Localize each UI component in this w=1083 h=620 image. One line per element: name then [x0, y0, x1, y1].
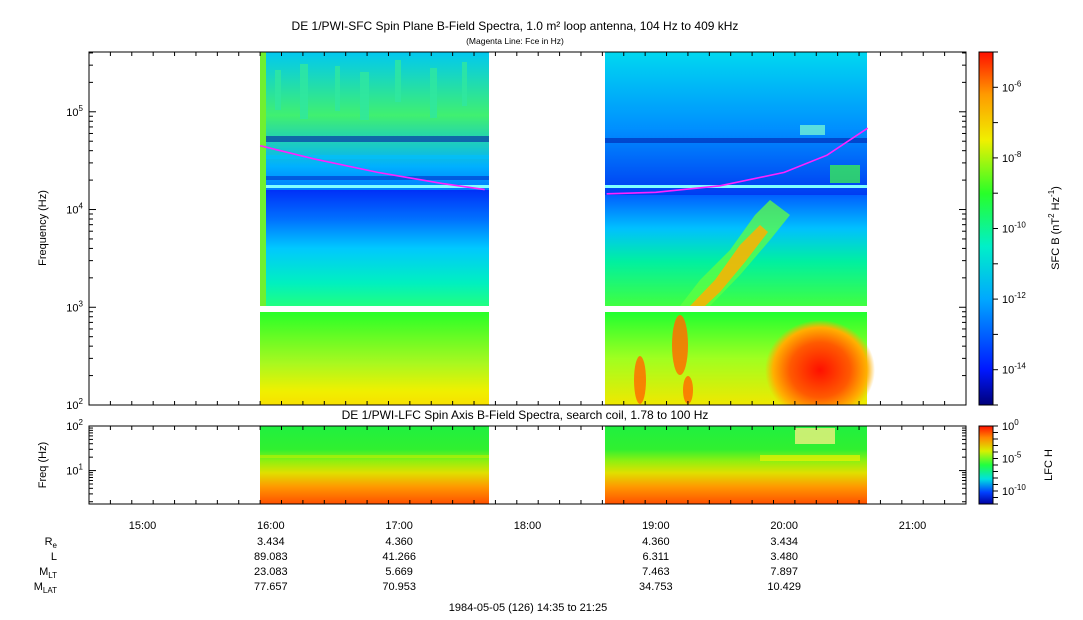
- time-tick-label: 15:00: [129, 520, 157, 532]
- sfc-colorbar-tick-label: 10-12: [1002, 291, 1026, 306]
- ephemeris-value: 70.953: [382, 581, 416, 593]
- lfc-plot-frame: [88, 425, 967, 505]
- lfc-panel-title: DE 1/PWI-LFC Spin Axis B-Field Spectra, …: [342, 408, 709, 422]
- lfc-colorbar-tick-label: 10-10: [1002, 483, 1026, 498]
- sfc-spectrogram-interval-1: [260, 52, 489, 405]
- lfc-spectrogram-interval-2: [605, 426, 867, 504]
- ephemeris-value: 10.429: [767, 581, 801, 593]
- ephemeris-row-label: L: [51, 551, 57, 563]
- sfc-y-tick-label: 103: [66, 299, 83, 314]
- time-tick-label: 16:00: [257, 520, 285, 532]
- ephemeris-value: 23.083: [254, 566, 288, 578]
- fce-line: [259, 127, 869, 195]
- sfc-panel: [259, 52, 875, 405]
- sfc-y-tick-label: 102: [66, 397, 83, 412]
- sfc-colorbar-tick-label: 10-14: [1002, 362, 1026, 377]
- sfc-spectrogram-interval-2: [605, 52, 875, 405]
- ephemeris-value: 3.480: [770, 551, 798, 563]
- lfc-panel: [260, 426, 867, 504]
- sfc-colorbar-tick-label: 10-8: [1002, 150, 1022, 165]
- lfc-colorbar: [978, 425, 994, 505]
- lfc-y-axis-label: Freq (Hz): [37, 442, 49, 488]
- ephemeris-value: 3.434: [257, 536, 285, 548]
- ephemeris-value: 5.669: [385, 566, 413, 578]
- sfc-y-tick-label: 105: [66, 104, 83, 119]
- ephemeris-table: Re 3.434 4.360 4.360 3.434 L 89.083 41.266 6.311…: [34, 536, 801, 595]
- lfc-y-tick-label: 101: [66, 463, 83, 478]
- lfc-colorbar-axis: 100 10-5 10-10: [993, 418, 1026, 505]
- sfc-colorbar: [978, 51, 994, 406]
- lfc-spectrogram-interval-1: [260, 426, 489, 504]
- ephemeris-value: 34.753: [639, 581, 673, 593]
- chart-subtitle: (Magenta Line: Fce in Hz): [466, 36, 564, 46]
- lfc-y-tick-label: 102: [66, 418, 83, 433]
- sfc-colorbar-tick-label: 10-6: [1002, 79, 1022, 94]
- sfc-y-axis-label: Frequency (Hz): [37, 190, 49, 266]
- ephemeris-value: 6.311: [642, 551, 669, 563]
- ephemeris-row-label: MLAT: [34, 581, 57, 595]
- ephemeris-value: 4.360: [642, 536, 670, 548]
- lfc-colorbar-label: LFC H: [1043, 449, 1055, 481]
- time-tick-label: 18:00: [514, 520, 542, 532]
- ephemeris-value: 7.897: [770, 566, 798, 578]
- time-tick-label: 21:00: [899, 520, 927, 532]
- ephemeris-value: 89.083: [254, 551, 288, 563]
- chart-title: DE 1/PWI-SFC Spin Plane B-Field Spectra,…: [292, 19, 739, 33]
- ephemeris-value: 77.657: [254, 581, 288, 593]
- sfc-plot-frame: [88, 51, 967, 406]
- time-tick-label: 17:00: [385, 520, 413, 532]
- sfc-y-tick-label: 104: [66, 202, 83, 217]
- ephemeris-value: 3.434: [770, 536, 798, 548]
- sfc-y-axis: 102 103 104 105: [66, 52, 966, 412]
- ephemeris-value: 4.360: [385, 536, 413, 548]
- time-tick-label: 20:00: [770, 520, 798, 532]
- time-tick-label: 19:00: [642, 520, 670, 532]
- sfc-colorbar-label: SFC B (nT2 Hz-1): [1047, 186, 1062, 270]
- ephemeris-value: 41.266: [382, 551, 416, 563]
- time-axis: 15:00 16:00 17:00 18:00 19:00 20:00 21:00: [88, 52, 967, 532]
- ephemeris-row-label: MLT: [39, 566, 57, 580]
- lfc-y-axis: 101 102: [66, 418, 966, 503]
- ephemeris-value: 7.463: [642, 566, 670, 578]
- lfc-colorbar-tick-label: 100: [1002, 418, 1019, 433]
- footer-time-range: 1984-05-05 (126) 14:35 to 21:25: [449, 602, 607, 614]
- sfc-colorbar-axis: 10-6 10-8 10-10 10-12 10-14: [993, 51, 1026, 406]
- ephemeris-row-label: Re: [45, 536, 58, 550]
- lfc-colorbar-tick-label: 10-5: [1002, 451, 1022, 466]
- sfc-colorbar-tick-label: 10-10: [1002, 221, 1026, 236]
